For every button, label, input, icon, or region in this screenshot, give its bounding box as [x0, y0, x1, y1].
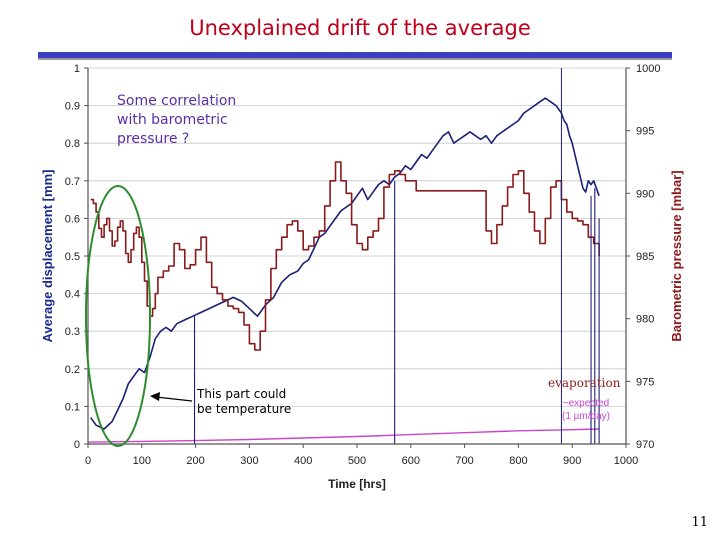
x-tick-label: 100 [133, 455, 151, 467]
series-layer [87, 68, 600, 444]
x-tick-label: 300 [240, 455, 258, 467]
x-tick-label: 800 [509, 455, 527, 467]
x-tick-label: 400 [294, 455, 312, 467]
pressure-line [90, 161, 600, 351]
title-underline [38, 52, 672, 58]
axes-layer: 0 0.1 0.2 0.3 0.4 0.5 0.6 0.7 0.8 0.9 1 970 975 980 98… [40, 63, 684, 491]
y-tick-label: 0.2 [65, 364, 80, 376]
y-tick-label: 0.6 [65, 213, 80, 225]
annotation-temperature-line: be temperature [197, 402, 291, 416]
y2-tick-label: 975 [636, 376, 654, 388]
y2-axis-title: Barometric pressure [mbar] [669, 170, 684, 341]
y-tick-label: 0.1 [65, 401, 80, 413]
y-tick-label: 0.4 [65, 289, 80, 301]
y2-tick-label: 980 [636, 314, 654, 326]
annotation-expected-line: ~expected [563, 398, 609, 409]
y-tick-label: 0.3 [65, 326, 80, 338]
expected-drift-line [87, 428, 600, 443]
temperature-arrow [155, 396, 193, 402]
x-tick-label: 1000 [614, 455, 638, 467]
x-tick-label: 500 [348, 455, 366, 467]
annotation-correlation-line: pressure ? [117, 131, 189, 147]
y-axis-title: Average displacement [mm] [40, 170, 55, 343]
grid-lines [88, 67, 626, 445]
x-tick-label: 900 [563, 455, 581, 467]
slide-title: Unexplained drift of the average [189, 16, 531, 40]
y2-tick-label: 995 [636, 126, 654, 138]
y2-tick-label: 990 [636, 188, 654, 200]
y-tick-label: 0.8 [65, 138, 80, 150]
y-tick-label: 0.7 [65, 176, 80, 188]
y2-tick-label: 970 [636, 439, 654, 451]
annotation-correlation-line: with barometric [117, 112, 228, 128]
x-tick-label: 600 [402, 455, 420, 467]
y-tick-label: 1 [74, 63, 80, 75]
x-axis-title: Time [hrs] [328, 477, 386, 491]
annotations-layer: Some correlation with barometric pressure … [85, 93, 621, 447]
x-tick-label: 700 [455, 455, 473, 467]
y2-tick-label: 985 [636, 251, 654, 263]
highlight-ellipse [85, 185, 151, 447]
y-tick-label: 0.9 [65, 101, 80, 113]
title-underline-shadow [38, 58, 672, 60]
x-tick-label: 200 [186, 455, 204, 467]
y2-tick-label: 1000 [636, 63, 660, 75]
annotation-correlation-line: Some correlation [117, 93, 236, 109]
y-tick-label: 0.5 [65, 251, 80, 263]
annotation-temperature-line: This part could [196, 387, 286, 401]
y-tick-label: 0 [74, 439, 80, 451]
x-tick-label: 0 [85, 455, 91, 467]
annotation-evaporation: evaporation [548, 376, 621, 390]
annotation-expected-line: (1 µm/day) [562, 411, 610, 422]
page-number: 11 [691, 515, 708, 530]
temperature-arrow-head [150, 392, 160, 401]
